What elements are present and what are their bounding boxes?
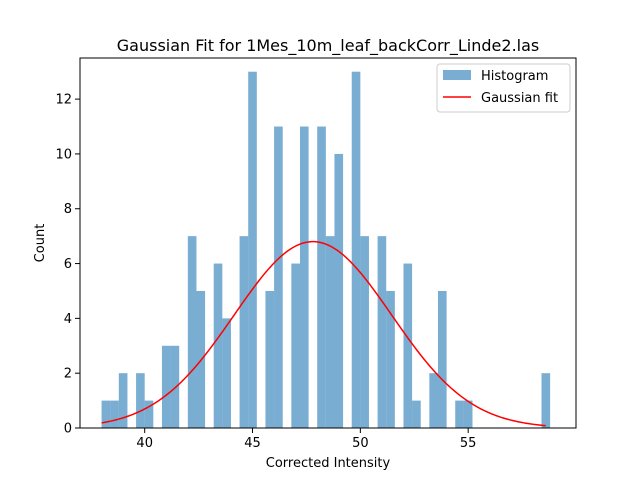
histogram-bar bbox=[541, 373, 551, 428]
histogram-bar bbox=[325, 236, 335, 428]
histogram-bar bbox=[412, 400, 421, 428]
y-tick-label: 8 bbox=[64, 202, 72, 217]
legend-fit-label: Gaussian fit bbox=[481, 91, 558, 106]
y-tick-label: 0 bbox=[64, 422, 72, 437]
histogram-bar bbox=[403, 263, 413, 428]
histogram-bar bbox=[463, 400, 473, 428]
histogram-bar bbox=[118, 373, 128, 428]
histogram-bar bbox=[334, 153, 344, 429]
y-tick-label: 4 bbox=[64, 312, 72, 327]
axes-frame bbox=[79, 57, 577, 429]
histogram-bar bbox=[291, 263, 300, 428]
y-tick-label: 10 bbox=[55, 147, 72, 162]
histogram-bar bbox=[161, 345, 171, 428]
histogram-bar bbox=[317, 126, 326, 428]
histogram-bar bbox=[455, 400, 464, 428]
x-axis-ticks: 40 45 50 55 bbox=[136, 428, 476, 451]
histogram-bar bbox=[360, 236, 369, 428]
histogram-bar bbox=[170, 345, 180, 428]
histogram-bar bbox=[239, 236, 249, 428]
histogram-bar bbox=[101, 400, 111, 428]
histogram-bar bbox=[429, 373, 438, 428]
histogram-bar bbox=[144, 400, 154, 428]
x-tick-label: 45 bbox=[244, 436, 261, 451]
histogram-bars bbox=[101, 71, 551, 429]
histogram-bar bbox=[248, 71, 257, 428]
histogram-bar bbox=[299, 126, 309, 428]
y-tick-label: 12 bbox=[55, 93, 72, 108]
histogram-bar bbox=[377, 236, 387, 428]
histogram-bar bbox=[437, 290, 447, 428]
histogram-bar bbox=[110, 400, 119, 428]
chart-title: Gaussian Fit for 1Mes_10m_leaf_backCorr_… bbox=[117, 36, 539, 56]
x-axis-label: Corrected Intensity bbox=[266, 456, 391, 471]
histogram-bar bbox=[351, 71, 361, 428]
histogram-bar bbox=[213, 263, 223, 428]
x-tick-label: 50 bbox=[352, 436, 369, 451]
x-tick-label: 55 bbox=[460, 436, 477, 451]
legend-histogram-label: Histogram bbox=[481, 69, 548, 84]
legend-histogram-swatch bbox=[443, 70, 471, 80]
histogram-bar bbox=[386, 290, 395, 428]
y-axis-ticks: 0 2 4 6 8 10 12 bbox=[55, 93, 80, 437]
histogram-bar bbox=[265, 290, 275, 428]
gaussian-fit-line bbox=[101, 240, 546, 427]
histogram-bar bbox=[136, 373, 145, 428]
x-tick-label: 40 bbox=[136, 436, 153, 451]
histogram-bar bbox=[187, 236, 197, 428]
histogram-bar bbox=[222, 318, 231, 428]
y-tick-label: 6 bbox=[64, 257, 72, 272]
y-axis-label: Count bbox=[33, 224, 48, 263]
legend: Histogram Gaussian fit bbox=[436, 63, 571, 113]
histogram-bar bbox=[274, 126, 283, 428]
y-tick-label: 2 bbox=[64, 367, 72, 382]
